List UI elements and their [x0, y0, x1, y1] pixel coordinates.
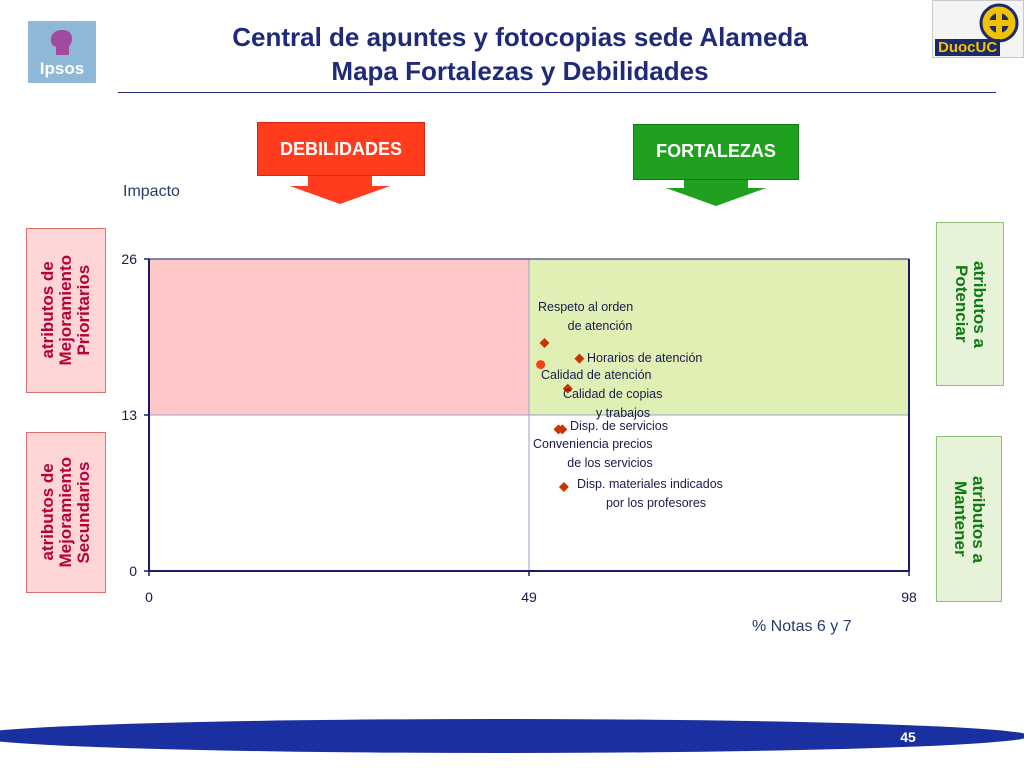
point-label: de los servicios: [567, 456, 652, 470]
label-atributos-mantener-text: atributos a Mantener: [951, 475, 988, 563]
label-atributos-potenciar-text: atributos a Potenciar: [952, 260, 989, 348]
point-label: Disp. de servicios: [570, 419, 668, 433]
fortalezas-label: FORTALEZAS: [633, 124, 799, 180]
page-title-line2: Mapa Fortalezas y Debilidades: [331, 56, 709, 86]
quadrant-secundarios: [149, 415, 529, 571]
data-point: [553, 424, 564, 435]
x-tick-label: 49: [521, 589, 537, 605]
profile-head-icon: [50, 30, 72, 55]
data-point: [536, 360, 546, 370]
point-label: Calidad de atención: [541, 368, 652, 382]
footer-band: [0, 719, 1024, 753]
debilidades-arrow-icon: [290, 174, 390, 204]
data-point: [539, 338, 550, 348]
data-point: [562, 383, 573, 394]
y-tick-label: 0: [129, 563, 137, 579]
y-tick-label: 13: [121, 407, 137, 423]
quadrant-mantener: [529, 415, 909, 571]
page-number: 45: [900, 729, 916, 745]
point-label: Respeto al orden: [538, 300, 633, 314]
ipsos-logo: Ipsos: [28, 21, 96, 83]
label-mejoramiento-prioritarios: atributos de Mejoramiento Prioritarios: [26, 228, 106, 393]
point-label: y trabajos: [596, 406, 650, 420]
point-label: Calidad de copias: [563, 387, 662, 401]
title-divider: [118, 92, 996, 93]
label-mejoramiento-secundarios: atributos de Mejoramiento Secundarios: [26, 432, 106, 593]
fortalezas-arrow-icon: [666, 176, 766, 206]
y-axis-title: Impacto: [123, 183, 180, 200]
quadrant-fortalezas: [529, 259, 909, 415]
quadrant-debilidades: [149, 259, 529, 415]
debilidades-label: DEBILIDADES: [257, 122, 425, 176]
scatter-chart: 0 13 26 0 49 98 Respeto al orden de atención Hor…: [121, 251, 917, 605]
point-label: Horarios de atención: [587, 351, 702, 365]
x-tick-label: 0: [145, 589, 153, 605]
duoc-logo-text: DuocUC: [935, 39, 1001, 56]
point-label: por los profesores: [606, 496, 706, 510]
point-label: Disp. materiales indicados: [577, 477, 723, 491]
x-tick-label: 98: [901, 589, 917, 605]
point-label: de atención: [568, 319, 633, 333]
page-title-line1: Central de apuntes y fotocopias sede Ala…: [232, 22, 808, 52]
duoc-logo: DuocUC: [932, 0, 1024, 58]
label-atributos-mantener: atributos a Mantener: [936, 436, 1002, 602]
data-point: [574, 353, 585, 364]
x-axis-title: % Notas 6 y 7: [752, 618, 852, 635]
y-tick-label: 26: [121, 251, 137, 267]
label-atributos-potenciar: atributos a Potenciar: [936, 222, 1004, 386]
data-point: [558, 482, 569, 492]
ipsos-logo-text: Ipsos: [39, 59, 85, 78]
point-label: Conveniencia precios: [533, 437, 653, 451]
